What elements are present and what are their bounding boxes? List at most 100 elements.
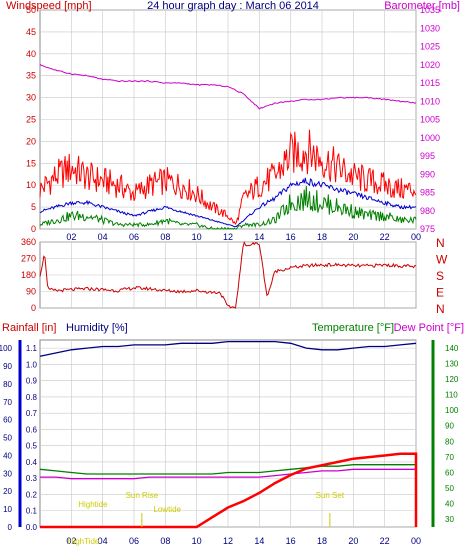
compass-label: S [436,269,444,283]
barometer-tick-label: 985 [420,188,435,198]
humidity-axis-label: Humidity [%] [66,322,128,334]
direction-tick-label: 180 [21,270,36,280]
hour-tick-label: 22 [380,232,390,242]
compass-label: N [436,302,445,316]
temperature-tick-label: 130 [445,359,459,368]
rainfall-tick-label: 0.3 [26,474,38,483]
humidity-tick-label: 40 [3,451,12,460]
compass-label: W [436,253,448,267]
tide-label: HighTide [68,537,100,546]
hour-tick-label: 04 [98,536,108,546]
hour-tick-label: 00 [411,232,421,242]
hour-tick-label: 16 [286,536,296,546]
temperature-axis-label: Temperature [°F] [312,322,394,334]
wind-avg-line [39,177,417,228]
wind-tick-label: 45 [26,27,36,37]
direction-tick-label: 90 [26,287,36,297]
chart-title: 24 hour graph day : March 06 2014 [147,0,319,12]
hour-tick-label: 08 [160,536,170,546]
humidity-tick-label: 50 [3,434,12,443]
hour-tick-label: 02 [66,536,76,546]
temperature-tick-label: 60 [445,468,454,477]
hour-tick-label: 14 [254,232,264,242]
hour-tick-label: 04 [98,232,108,242]
wind-tick-label: 50 [26,5,36,15]
temperature-tick-label: 30 [445,515,454,524]
tide-label: Lowtide [153,505,181,514]
hour-tick-label: 12 [223,536,233,546]
barometer-tick-label: 980 [420,206,435,216]
dewpoint-line [40,468,416,480]
rainfall-tick-label: 0.5 [26,442,38,451]
humidity-tick-label: 20 [3,487,12,496]
temperature-tick-label: 100 [445,406,459,415]
humidity-line [39,340,417,357]
rainfall-tick-label: 0.1 [26,507,38,516]
humidity-tick-label: 70 [3,398,12,407]
rainfall-tick-label: 0.6 [26,425,38,434]
humidity-tick-label: 60 [3,416,12,425]
barometer-tick-label: 1035 [420,5,440,15]
direction-tick-label: 360 [21,237,36,247]
wind-tick-label: 15 [26,158,36,168]
hour-tick-label: 08 [160,232,170,242]
rainfall-tick-label: 1.0 [26,360,38,369]
hour-tick-label: 06 [129,232,139,242]
wind-gust-line [39,129,417,226]
barometer-tick-label: 1020 [420,60,440,70]
compass-label: N [436,236,445,250]
humidity-tick-label: 80 [3,380,12,389]
hour-tick-label: 12 [223,232,233,242]
tide-label: Hightide [78,500,108,509]
wind-low-line [39,185,417,230]
direction-tick-label: 270 [21,254,36,264]
hour-tick-label: 10 [192,536,202,546]
barometer-tick-label: 995 [420,151,435,161]
temperature-tick-label: 40 [445,500,454,509]
hour-tick-label: 14 [254,536,264,546]
sun-event-label: Sun Set [316,491,345,500]
hour-tick-label: 18 [317,536,327,546]
temperature-line [39,464,416,475]
wind-tick-label: 5 [31,202,36,212]
temperature-tick-label: 140 [445,344,459,353]
rainfall-tick-label: 0.7 [26,409,38,418]
barometer-tick-label: 1000 [420,133,440,143]
rainfall-tick-label: 1.1 [26,344,38,353]
compass-label: E [436,286,444,300]
temperature-tick-label: 50 [445,484,454,493]
barometer-line [39,63,417,110]
hour-tick-label: 18 [317,232,327,242]
rainfall-tick-label: 0.2 [26,490,38,499]
wind-tick-label: 25 [26,115,36,125]
dewpoint-axis-label: Dew Point [°F] [394,322,464,334]
wind-tick-label: 35 [26,71,36,81]
rainfall-line [40,452,418,529]
hour-tick-label: 22 [380,536,390,546]
barometer-tick-label: 975 [420,224,435,234]
temperature-tick-label: 110 [445,391,458,400]
rainfall-tick-label: 0.9 [26,377,38,386]
temperature-tick-label: 70 [445,453,454,462]
wind-tick-label: 20 [26,136,36,146]
direction-tick-label: 0 [31,303,36,313]
hour-tick-label: 20 [348,232,358,242]
barometer-tick-label: 1015 [420,78,440,88]
wind-direction-line [39,240,417,309]
hour-tick-label: 06 [129,536,139,546]
barometer-tick-label: 1010 [420,96,440,106]
barometer-tick-label: 1005 [420,115,440,125]
humidity-tick-label: 90 [3,362,12,371]
barometer-axis-label: Barometer [mb] [384,0,460,12]
rainfall-axis-label: Rainfall [in] [2,322,56,334]
wind-tick-label: 0 [31,224,36,234]
humidity-tick-label: 0 [8,523,13,532]
rainfall-tick-label: 0.8 [26,393,38,402]
wind-tick-label: 30 [26,93,36,103]
hour-tick-label: 20 [348,536,358,546]
barometer-tick-label: 1025 [420,42,440,52]
wind-tick-label: 40 [26,49,36,59]
rainfall-tick-label: 0.4 [26,458,38,467]
